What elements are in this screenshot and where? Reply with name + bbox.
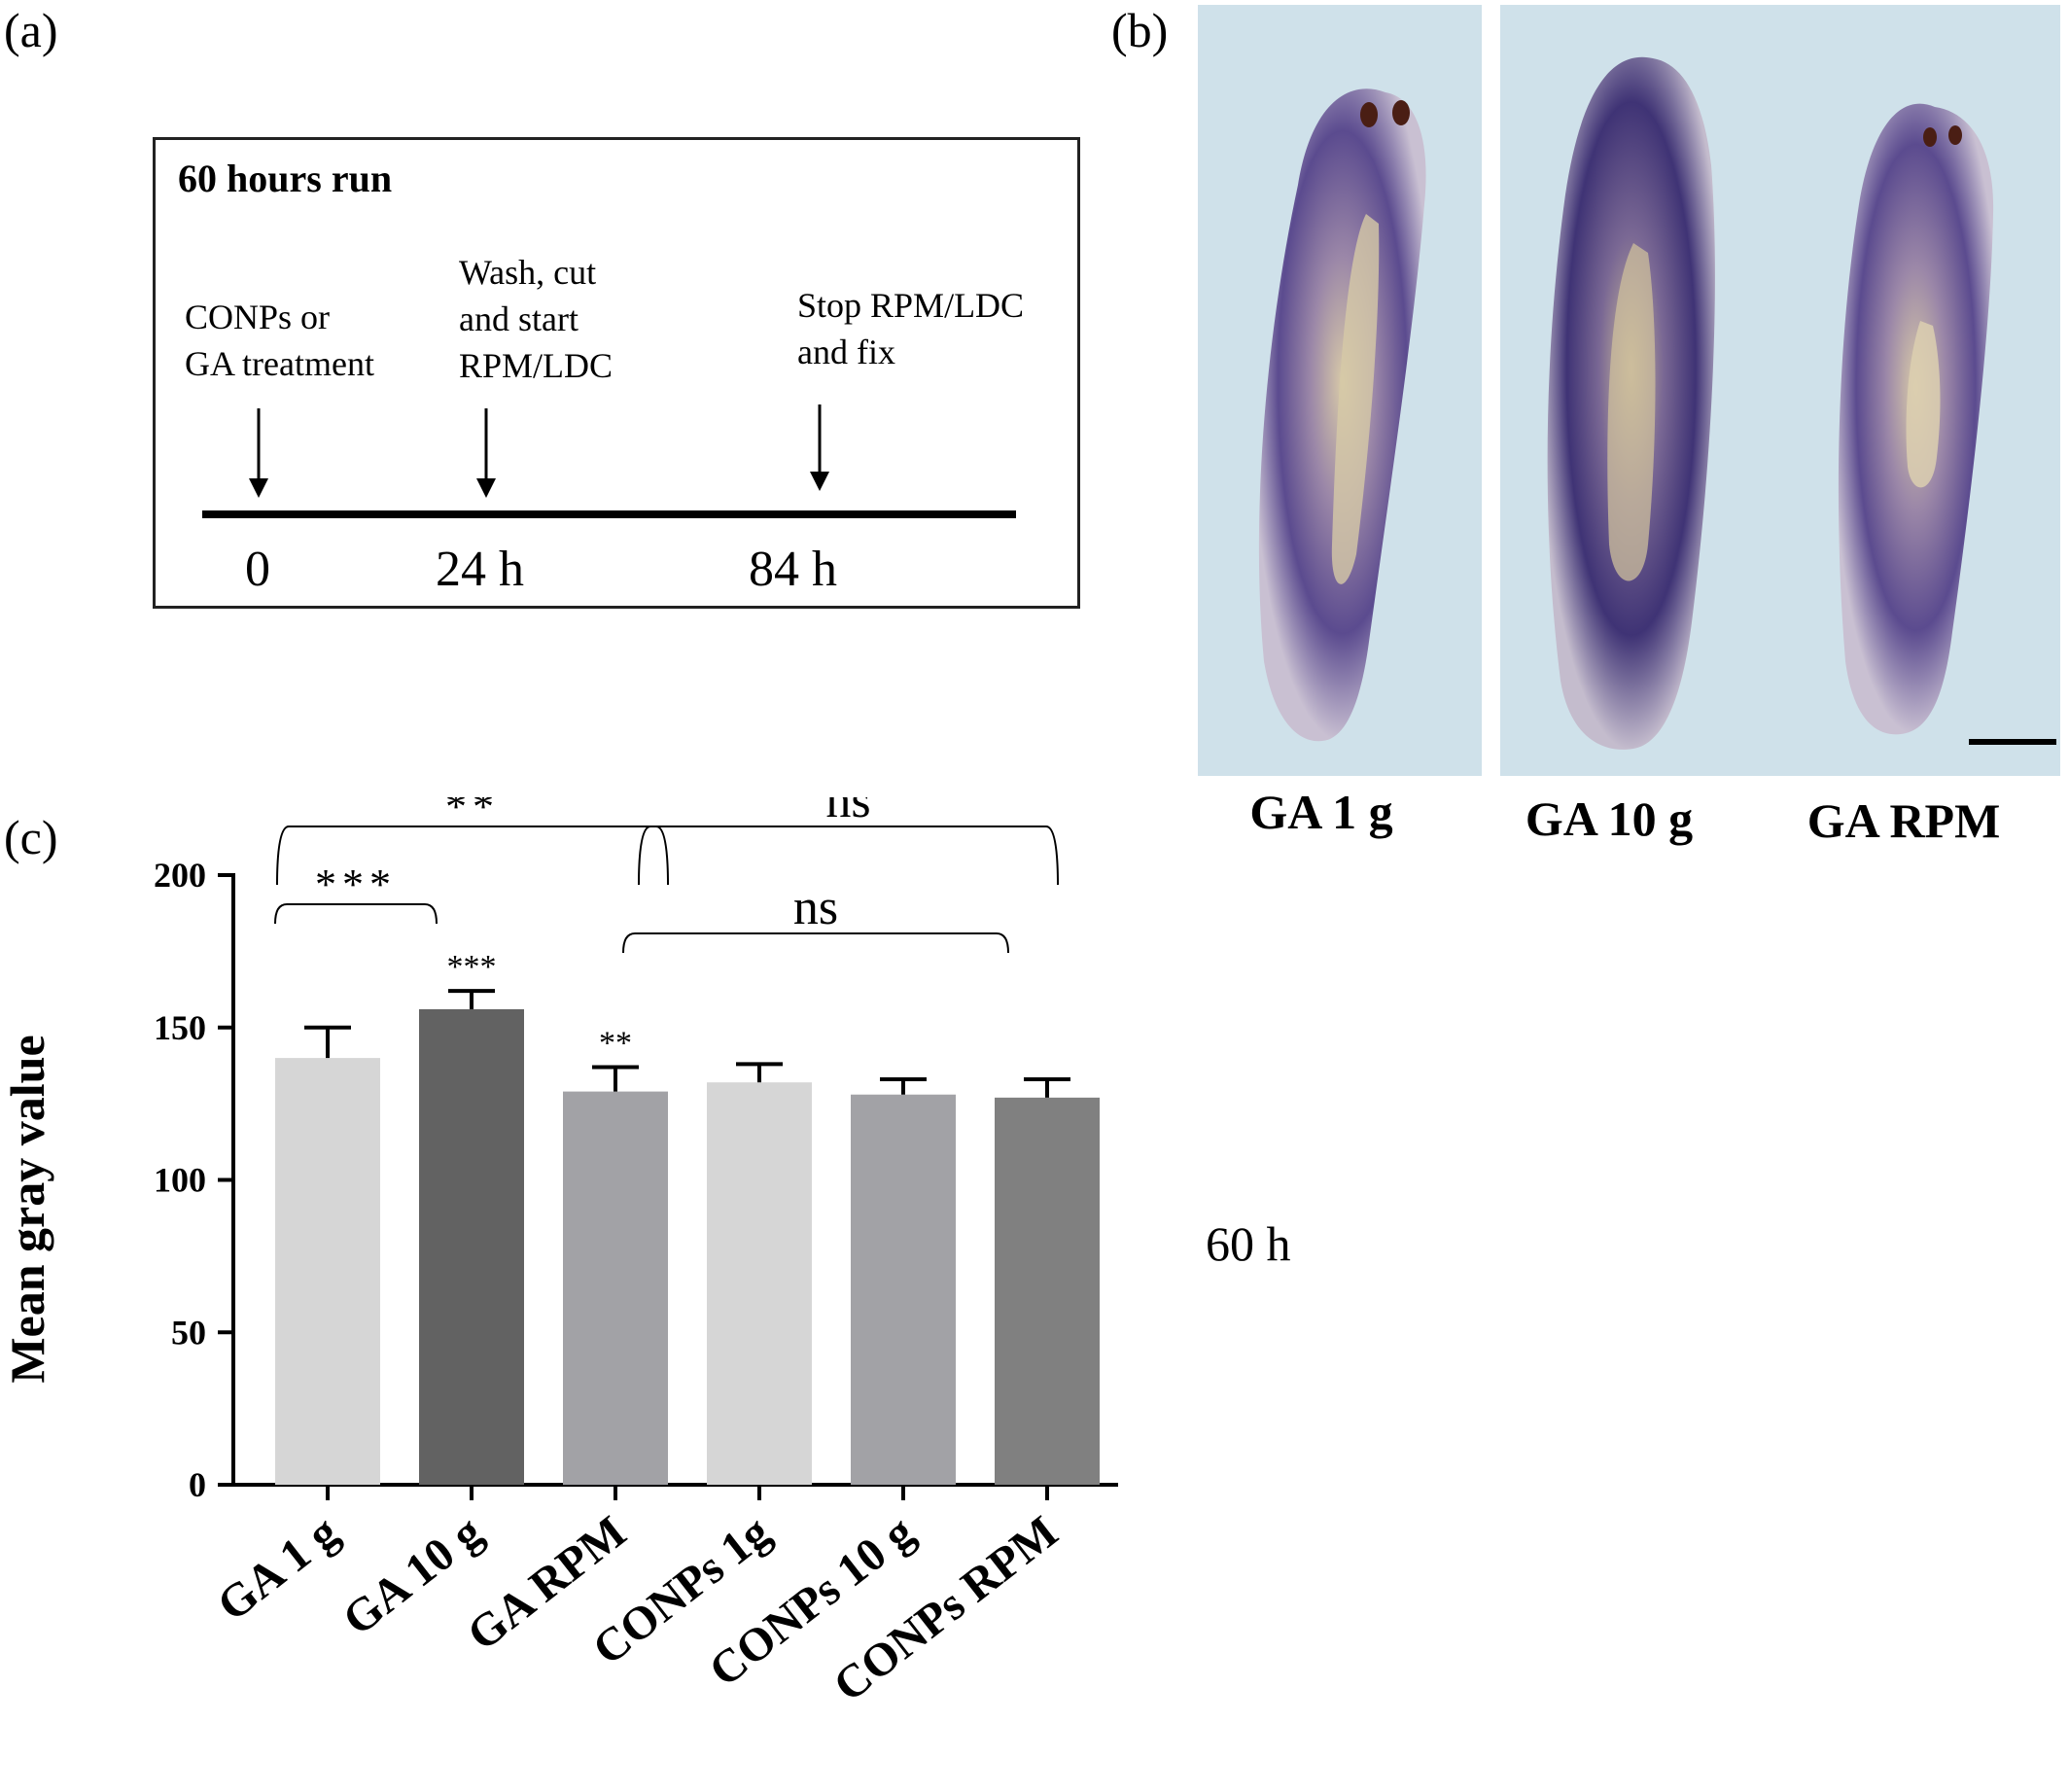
comparison-label: ns	[825, 797, 870, 828]
side-note: 60 h	[1206, 1216, 1291, 1271]
arrow-0-icon	[249, 408, 268, 498]
x-tick-label: GA 1 g	[208, 1506, 348, 1632]
bar	[275, 1058, 380, 1485]
event-2-line-1: and fix	[797, 333, 895, 371]
event-1-text: Wash, cut and start RPM/LDC	[459, 249, 613, 389]
significance-mark: **	[599, 1026, 632, 1062]
y-tick-label: 200	[154, 856, 206, 895]
event-0-line-1: GA treatment	[185, 344, 374, 383]
significance-mark: ***	[447, 949, 497, 985]
eyespot	[1923, 127, 1937, 147]
eyespot	[1360, 102, 1378, 127]
event-2-time: 84 h	[749, 542, 837, 597]
panel-b-label: (b)	[1111, 3, 1169, 57]
worm-gut	[1331, 214, 1380, 584]
arrow-2-icon	[810, 404, 829, 491]
event-1-line-1: and start	[459, 299, 579, 338]
y-tick-label: 0	[189, 1465, 206, 1504]
bar	[851, 1094, 956, 1485]
event-0-line-0: CONPs or	[185, 298, 331, 336]
arrow-1-icon	[476, 408, 496, 498]
event-2-text: Stop RPM/LDC and fix	[797, 282, 1024, 375]
y-tick-label: 100	[154, 1161, 206, 1200]
caption-ga-1g: GA 1 g	[1249, 785, 1393, 839]
event-0-time: 0	[245, 542, 270, 597]
timeline-box	[153, 137, 1080, 609]
comparison-label: ns	[793, 880, 838, 935]
bar	[707, 1082, 812, 1485]
event-1-time: 24 h	[436, 542, 524, 597]
bar	[563, 1091, 668, 1485]
worm-photo-ga-rpm	[1771, 5, 2060, 776]
event-1-line-2: RPM/LDC	[459, 346, 614, 385]
eyespot	[1392, 100, 1410, 125]
y-tick-label: 150	[154, 1008, 206, 1047]
event-2-line-0: Stop RPM/LDC	[797, 286, 1025, 325]
worm-photo-ga-10g	[1500, 5, 1777, 776]
comparison-bracket	[276, 826, 669, 886]
worm-images	[1198, 5, 2060, 776]
scale-bar	[1969, 739, 2056, 745]
panel-a-label: (a)	[4, 3, 58, 57]
comparison-bracket	[638, 826, 1059, 886]
comparison-bracket	[274, 903, 438, 925]
worm-photo-ga-1g	[1198, 5, 1482, 776]
timeline-graphic	[202, 404, 1016, 518]
caption-ga-rpm: GA RPM	[1806, 793, 2001, 848]
y-axis-label: Mean gray value	[0, 1035, 54, 1383]
timeline-title: 60 hours run	[178, 157, 393, 200]
event-1-line-0: Wash, cut	[459, 253, 597, 292]
eyespot	[1948, 125, 1962, 145]
y-tick-label: 50	[171, 1313, 206, 1352]
worm-gut	[1906, 321, 1941, 488]
event-0-text: CONPs or GA treatment	[185, 294, 374, 387]
bar	[419, 1008, 524, 1485]
bar	[995, 1097, 1100, 1485]
worm-gut	[1607, 243, 1656, 581]
panel-c-label: (c)	[4, 810, 58, 864]
comparison-bracket	[622, 932, 1009, 954]
comparison-label: ***	[315, 861, 397, 908]
comparison-label: **	[445, 797, 500, 830]
caption-ga-10g: GA 10 g	[1525, 791, 1694, 846]
